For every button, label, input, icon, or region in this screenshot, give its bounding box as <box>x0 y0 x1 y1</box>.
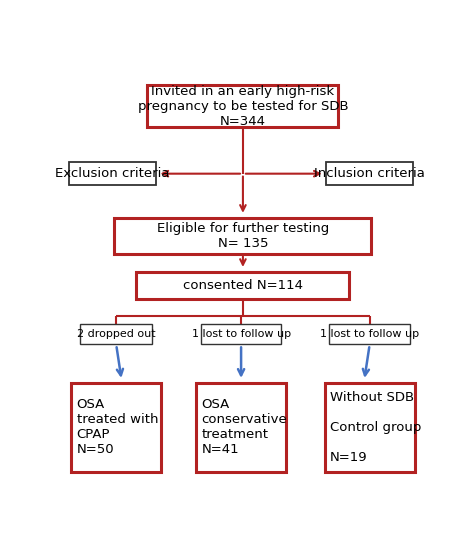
FancyBboxPatch shape <box>201 324 282 344</box>
Text: OSA
conservative
treatment
N=41: OSA conservative treatment N=41 <box>201 399 287 456</box>
Text: 1 lost to follow up: 1 lost to follow up <box>320 329 419 339</box>
FancyBboxPatch shape <box>81 324 152 344</box>
Text: 1 lost to follow up: 1 lost to follow up <box>191 329 291 339</box>
FancyBboxPatch shape <box>327 162 413 186</box>
FancyBboxPatch shape <box>329 324 410 344</box>
Text: Eligible for further testing
N= 135: Eligible for further testing N= 135 <box>157 222 329 250</box>
Text: Invited in an early high-risk
pregnancy to be tested for SDB
N=344: Invited in an early high-risk pregnancy … <box>137 85 348 127</box>
Text: 2 dropped out: 2 dropped out <box>77 329 155 339</box>
FancyBboxPatch shape <box>196 383 286 472</box>
FancyBboxPatch shape <box>147 85 338 127</box>
Text: consented N=114: consented N=114 <box>183 279 303 292</box>
Text: OSA
treated with
CPAP
N=50: OSA treated with CPAP N=50 <box>77 399 158 456</box>
FancyBboxPatch shape <box>71 383 161 472</box>
FancyBboxPatch shape <box>69 162 155 186</box>
FancyBboxPatch shape <box>137 272 349 299</box>
FancyBboxPatch shape <box>325 383 415 472</box>
Text: Inclusion criteria: Inclusion criteria <box>314 167 425 180</box>
Text: Exclusion criteria: Exclusion criteria <box>55 167 170 180</box>
Text: Without SDB

Control group

N=19: Without SDB Control group N=19 <box>330 391 421 464</box>
FancyBboxPatch shape <box>114 218 372 254</box>
